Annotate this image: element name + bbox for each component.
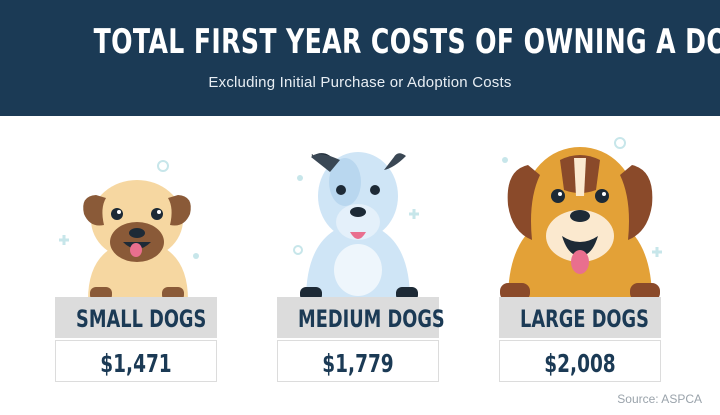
header-banner: TOTAL FIRST YEAR COSTS OF OWNING A DOG E… [0, 0, 720, 116]
page-title: TOTAL FIRST YEAR COSTS OF OWNING A DOG [93, 22, 720, 62]
dog-size-label-box: SMALL DOGS [55, 297, 217, 338]
plus-decorations [59, 209, 662, 257]
pug-dog-icon [83, 180, 191, 301]
dog-cost-value-box: $1,779 [277, 340, 439, 382]
page-subtitle: Excluding Initial Purchase or Adoption C… [208, 74, 512, 91]
dog-cost-value: $2,008 [544, 349, 616, 378]
pitbull-dog-icon [300, 152, 418, 301]
dog-cost-value-box: $2,008 [499, 340, 661, 382]
dog-size-label-box: LARGE DOGS [499, 297, 661, 338]
dog-size-label: LARGE DOGS [520, 305, 649, 333]
dog-size-label: MEDIUM DOGS [298, 305, 445, 333]
dog-cost-value: $1,779 [322, 349, 394, 378]
dot-decorations [193, 157, 508, 259]
saint-bernard-dog-icon [500, 147, 660, 301]
source-credit: Source: ASPCA [617, 392, 702, 406]
dog-size-label: SMALL DOGS [76, 305, 207, 333]
sparkle-decorations [157, 137, 626, 255]
dog-cost-value: $1,471 [100, 349, 172, 378]
dog-size-label-box: MEDIUM DOGS [277, 297, 445, 338]
dog-cost-value-box: $1,471 [55, 340, 217, 382]
